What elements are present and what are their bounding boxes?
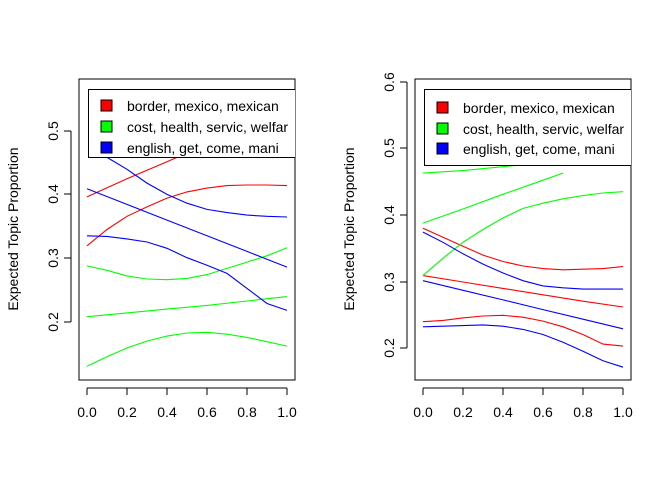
panel-right-series-8 [422, 324, 624, 368]
panel-left-y-axis: 0.2 0.3 0.4 0.5 Expected Topic Proportio… [5, 121, 72, 332]
panel-right-y-axis: 0.2 0.3 0.4 0.5 0.6 Expected Topic Propo… [341, 72, 408, 358]
x-tick-label: 0.2 [453, 404, 473, 420]
panel-left-series-4 [86, 331, 288, 367]
x-tick-label: 0.0 [77, 404, 97, 420]
panel-right-series-7 [422, 280, 624, 330]
x-tick-label: 0.8 [237, 404, 257, 420]
panel-right-x-axis: 0.0 0.2 0.4 0.6 0.8 1.0 [413, 387, 633, 420]
y-tick-label: 0.4 [381, 205, 397, 225]
panel-right-series-1 [422, 275, 624, 308]
y-axis-label: Expected Topic Proportion [5, 147, 21, 310]
y-tick-label: 0.5 [381, 138, 397, 158]
panel-left-x-axis: 0.0 0.2 0.4 0.6 0.8 1.0 [77, 387, 297, 420]
panel-left-series-6 [86, 188, 288, 268]
legend-label: border, mexico, mexican [127, 98, 279, 114]
panel-left-series-1 [86, 184, 288, 247]
x-tick-label: 0.8 [573, 404, 593, 420]
panel-left-legend: border, mexico, mexican cost, health, se… [88, 89, 295, 158]
panel-left: border, mexico, mexican cost, health, se… [5, 78, 297, 420]
legend-box [424, 89, 631, 166]
panel-left-series [86, 143, 288, 367]
y-tick-label: 0.2 [381, 338, 397, 358]
y-tick-label: 0.5 [45, 121, 61, 141]
x-tick-label: 0.0 [413, 404, 433, 420]
x-tick-label: 0.4 [157, 404, 177, 420]
legend-label: english, get, come, mani [127, 140, 279, 156]
legend-key-red [436, 101, 449, 114]
x-tick-label: 0.6 [533, 404, 553, 420]
legend-key-green [436, 122, 449, 135]
panel-left-series-5 [106, 156, 288, 218]
x-tick-label: 0.4 [493, 404, 513, 420]
legend-label: border, mexico, mexican [463, 100, 615, 116]
panel-right-legend: border, mexico, mexican cost, health, se… [424, 89, 631, 166]
x-tick-label: 0.2 [117, 404, 137, 420]
panel-right-series-0 [422, 227, 624, 271]
y-tick-label: 0.4 [45, 184, 61, 204]
legend-box [88, 89, 295, 158]
panel-right: border, mexico, mexican cost, health, se… [341, 72, 633, 420]
legend-key-green [100, 120, 113, 133]
panel-right-series-4 [422, 172, 564, 224]
legend-label: cost, health, servic, welfar [127, 119, 288, 135]
y-axis-label: Expected Topic Proportion [341, 147, 357, 310]
x-tick-label: 1.0 [613, 404, 633, 420]
legend-label: english, get, come, mani [463, 141, 615, 157]
x-tick-label: 0.6 [197, 404, 217, 420]
x-tick-label: 1.0 [277, 404, 297, 420]
legend-key-red [100, 99, 113, 112]
panel-right-frame [414, 78, 632, 381]
y-tick-label: 0.6 [381, 72, 397, 92]
panel-left-frame [78, 78, 296, 381]
panel-left-series-3 [86, 296, 288, 318]
panel-left-series-2 [86, 247, 288, 281]
panel-right-series-5 [422, 191, 624, 277]
legend-label: cost, health, servic, welfar [463, 121, 624, 137]
y-tick-label: 0.3 [45, 248, 61, 268]
panel-right-series-2 [422, 314, 624, 347]
legend-key-blue [100, 141, 113, 154]
y-tick-label: 0.3 [381, 272, 397, 292]
panel-right-series-6 [422, 231, 623, 290]
panel-left-series-7 [86, 235, 288, 311]
y-tick-label: 0.2 [45, 312, 61, 332]
legend-key-blue [436, 142, 449, 155]
